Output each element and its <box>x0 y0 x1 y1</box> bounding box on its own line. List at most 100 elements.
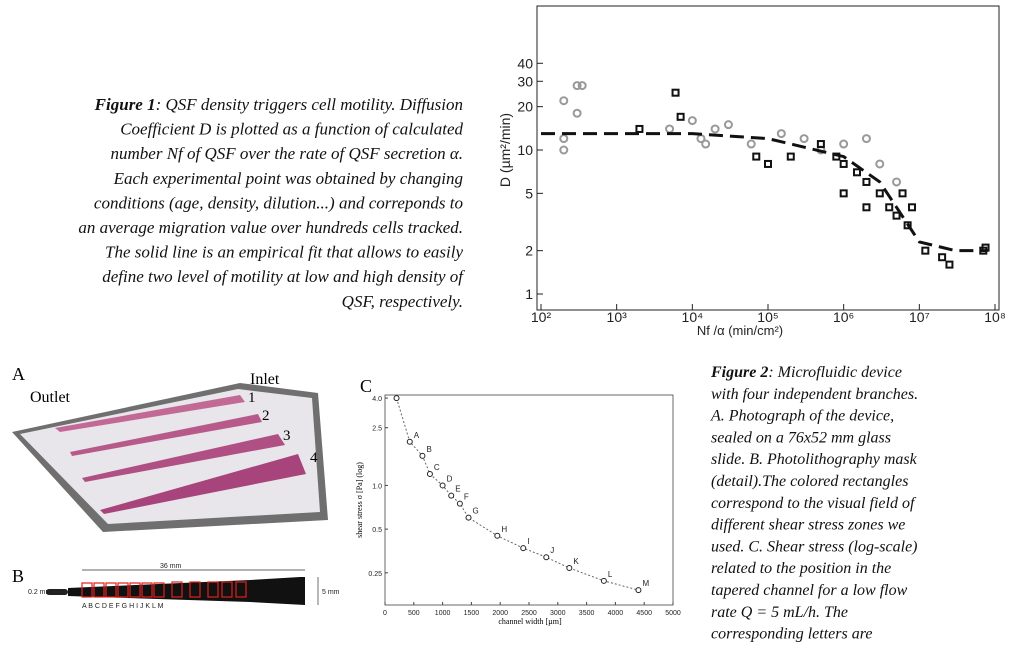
x-tick-label: 0 <box>383 610 387 617</box>
data-point <box>426 470 433 477</box>
caption-line: rate Q = 5 mL/h. The <box>711 604 848 621</box>
data-point <box>746 139 756 149</box>
x-tick-label: 10³ <box>607 309 628 325</box>
data-point <box>938 253 947 262</box>
point-label: I <box>527 537 529 546</box>
point-label: A <box>414 431 420 440</box>
y-tick-label: 4.0 <box>372 396 382 403</box>
branch-label: 2 <box>262 408 270 424</box>
point-label: C <box>434 463 440 472</box>
point-label: M <box>642 579 649 588</box>
data-point <box>764 159 772 168</box>
caption-line: define two level of motility at low and … <box>102 267 465 286</box>
dimension-label: 5 mm <box>322 589 340 596</box>
y-tick-label: 2 <box>525 243 533 259</box>
branch-label: 1 <box>248 390 256 406</box>
device-photo <box>12 383 328 532</box>
data-point <box>687 116 697 126</box>
data-point <box>839 139 849 149</box>
data-point <box>465 514 472 521</box>
caption-line: with four independent branches. <box>711 386 918 403</box>
data-point <box>439 482 446 489</box>
data-point <box>559 145 569 155</box>
data-point <box>852 168 861 177</box>
data-point <box>885 203 894 212</box>
y-tick-label: 1.0 <box>372 483 382 490</box>
data-point <box>892 177 902 187</box>
data-point <box>839 159 848 168</box>
x-tick-label: 4500 <box>636 610 652 617</box>
caption-line: sealed on a 76x52 mm glass <box>711 429 891 446</box>
caption-line: QSF, respectively. <box>342 292 463 311</box>
data-point <box>945 260 954 269</box>
stress-curve <box>396 397 639 591</box>
data-point <box>559 134 569 144</box>
y-tick-label: 0.5 <box>372 527 382 534</box>
caption-line: number Nf of QSF over the rate of QSF se… <box>111 144 463 163</box>
zone-letters: A B C D E F G H I J K L M <box>82 603 164 610</box>
caption-line: related to the position in the <box>711 560 891 577</box>
data-point <box>723 120 733 130</box>
data-point <box>393 395 400 402</box>
data-point <box>448 492 455 499</box>
y-tick-label: 0.25 <box>368 571 382 578</box>
data-point <box>635 124 644 133</box>
y-tick-label: 2.5 <box>372 426 382 433</box>
caption-line: Coefficient D is plotted as a function o… <box>120 120 463 139</box>
data-point <box>861 134 871 144</box>
figure-label: Figure 2 <box>710 364 768 381</box>
caption-line: Each experimental point was obtained by … <box>113 169 463 188</box>
data-point <box>799 134 809 144</box>
data-point <box>566 564 573 571</box>
data-point <box>701 139 711 149</box>
caption-line: different shear stress zones we <box>711 517 905 534</box>
x-tick-label: 10⁵ <box>757 309 778 325</box>
caption-line: tapered channel for a low flow <box>711 582 908 599</box>
data-point <box>875 159 885 169</box>
dimension-label: 0.2 mm <box>28 589 52 596</box>
data-point <box>671 88 680 97</box>
data-point <box>494 532 501 539</box>
figure-label: Figure 1 <box>94 95 156 114</box>
x-tick-label: 10⁷ <box>909 309 930 325</box>
point-label: B <box>426 445 431 454</box>
caption-line: Figure 1: QSF density triggers cell moti… <box>94 95 463 114</box>
fit-line <box>541 132 988 253</box>
data-point <box>786 152 795 161</box>
x-tick-label: 10² <box>531 309 552 325</box>
data-point <box>600 577 607 584</box>
branch-label: 3 <box>283 428 291 444</box>
caption-line: Figure 2: Microfluidic device <box>710 364 902 381</box>
x-tick-label: 5000 <box>665 610 681 617</box>
data-point <box>572 81 582 91</box>
x-tick-label: 500 <box>408 610 420 617</box>
point-label: K <box>573 557 579 566</box>
caption-text: : QSF density triggers cell motility. Di… <box>156 95 463 114</box>
point-label: G <box>473 507 479 516</box>
data-point <box>875 189 884 198</box>
data-point <box>577 81 587 91</box>
data-point <box>892 211 901 220</box>
caption-line: conditions (age, density, dilution...) a… <box>94 193 463 212</box>
data-point <box>543 554 550 561</box>
y-tick-label: 20 <box>517 99 533 115</box>
x-tick-label: 10⁸ <box>984 309 1006 325</box>
x-tick-label: 10⁶ <box>833 309 854 325</box>
data-point <box>419 452 426 459</box>
caption-line: A. Photograph of the device, <box>710 408 894 425</box>
x-tick-label: 4000 <box>608 610 624 617</box>
data-point <box>908 203 917 212</box>
y-axis-label: shear stress σ [Pa] (log) <box>355 462 364 538</box>
caption-line: The solid line is an empirical fit that … <box>105 243 463 262</box>
x-tick-label: 1500 <box>464 610 480 617</box>
y-tick-label: 40 <box>517 55 533 71</box>
data-point <box>676 112 685 121</box>
y-tick-label: 10 <box>517 142 533 158</box>
x-tick-label: 3500 <box>579 610 595 617</box>
data-point <box>898 189 907 198</box>
x-tick-label: 3000 <box>550 610 566 617</box>
x-tick-label: 10⁴ <box>682 309 704 325</box>
data-point <box>559 96 569 106</box>
y-axis-label: D (µm²/min) <box>497 113 513 187</box>
